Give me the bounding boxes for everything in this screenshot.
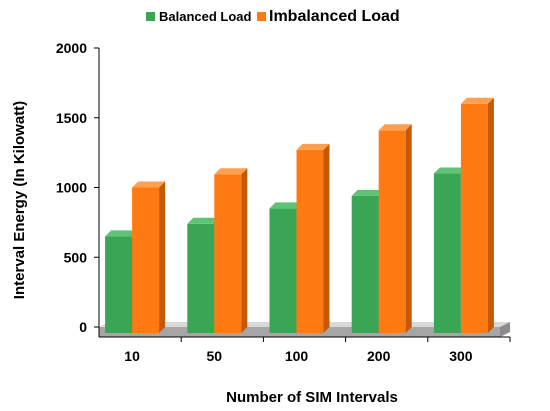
bar-front [351, 195, 379, 333]
floor-side [500, 322, 510, 337]
x-tick-label: 200 [367, 348, 391, 364]
legend-label-balanced: Balanced Load [159, 9, 252, 24]
bar-top [269, 202, 303, 209]
bar-side [159, 181, 166, 333]
bar-top [378, 124, 412, 131]
bar-top [214, 168, 248, 175]
bar-top [187, 217, 221, 224]
x-axis-title: Number of SIM Intervals [226, 389, 398, 406]
bar-top [433, 167, 467, 174]
bar-top [351, 189, 385, 196]
bar-imbalanced [214, 168, 248, 333]
bar-side [323, 143, 330, 333]
legend: Balanced Load Imbalanced Load [146, 8, 400, 25]
bar-side [487, 97, 494, 333]
x-tick-label: 100 [285, 348, 309, 364]
bar-imbalanced [460, 97, 494, 333]
bar-side [405, 124, 412, 334]
y-tick-label: 500 [64, 249, 88, 265]
x-tick-label: 10 [124, 348, 140, 364]
bar-top [105, 230, 139, 237]
bar-imbalanced [132, 181, 166, 333]
bar-top [460, 97, 494, 104]
bar-front [105, 236, 133, 333]
legend-label-imbalanced: Imbalanced Load [269, 8, 400, 25]
bar-front [296, 149, 324, 333]
bar-top [296, 143, 330, 150]
x-tick-label: 300 [449, 348, 473, 364]
bar-imbalanced [378, 124, 412, 334]
y-axis-title: Interval Energy (In Kilowatt) [11, 101, 28, 299]
bar-top [132, 181, 166, 188]
bar-front [460, 103, 488, 333]
bar-side [241, 168, 248, 333]
bars [105, 97, 494, 334]
bar-front [433, 173, 461, 333]
axes [94, 47, 511, 342]
y-tick-label: 1000 [56, 180, 87, 196]
bar-front [187, 223, 215, 333]
legend-swatch-imbalanced [257, 12, 266, 21]
y-tick-label: 0 [79, 319, 87, 335]
bar-front [269, 208, 297, 333]
bar-imbalanced [296, 143, 330, 333]
bar-front [378, 130, 406, 333]
x-tick-label: 50 [207, 348, 223, 364]
y-tick-labels: 0 500 1000 1500 2000 [56, 40, 87, 335]
y-tick-label: 1500 [56, 110, 87, 126]
y-tick-label: 2000 [56, 40, 87, 56]
bar-front [132, 187, 160, 333]
x-tick-labels: 10 50 100 200 300 [124, 348, 472, 364]
legend-swatch-balanced [146, 12, 155, 21]
bar-front [214, 174, 242, 333]
